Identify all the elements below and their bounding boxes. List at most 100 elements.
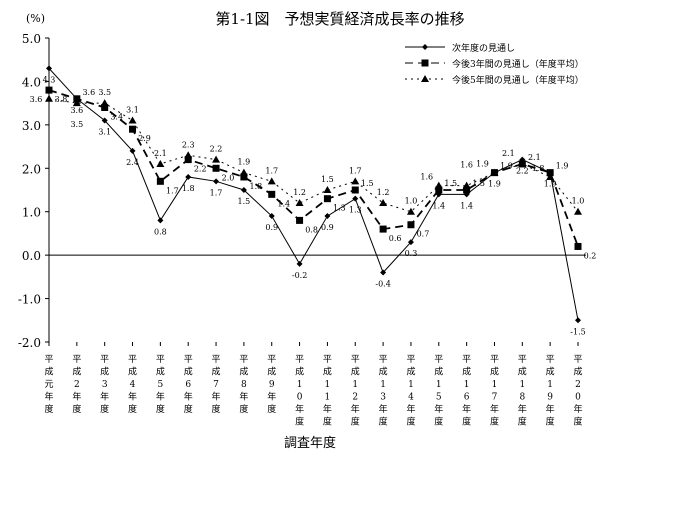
- y-axis-label: (%): [26, 12, 45, 25]
- diamond-marker: [101, 117, 108, 124]
- x-tick-label: 度: [406, 416, 415, 428]
- x-tick-label: 成: [100, 366, 109, 378]
- x-tick-label: 年: [156, 391, 165, 403]
- data-label: 0.6: [389, 234, 402, 243]
- x-tick-label: 5: [158, 380, 164, 390]
- x-tick-label: 度: [434, 416, 443, 428]
- data-label: 1.0: [572, 197, 585, 206]
- diamond-marker: [296, 260, 303, 267]
- data-label: 1.2: [377, 188, 390, 197]
- x-tick-label: 度: [518, 416, 527, 428]
- diamond-marker: [268, 213, 275, 220]
- data-label: 1.9: [500, 162, 513, 171]
- x-tick-label: 年: [490, 403, 499, 415]
- data-label: 0.9: [321, 223, 334, 232]
- square-marker: [101, 103, 109, 111]
- x-tick-label: 年: [184, 391, 193, 403]
- data-label: 3.6: [70, 106, 83, 115]
- x-tick-label: 成: [434, 366, 443, 378]
- triangle-marker: [156, 159, 165, 167]
- x-tick-label: 1: [436, 380, 442, 390]
- x-tick-label: 度: [573, 416, 582, 428]
- data-label: 0.2: [584, 251, 597, 260]
- data-label: 1.9: [488, 180, 501, 189]
- square-marker: [45, 86, 53, 94]
- x-tick-label: 2: [352, 393, 358, 403]
- triangle-marker: [45, 94, 53, 102]
- x-tick-label: 平: [379, 354, 388, 365]
- x-tick-label: 年: [72, 391, 81, 403]
- triangle-marker: [128, 116, 137, 124]
- y-tick-label: 4.0: [22, 75, 41, 89]
- square-marker: [421, 59, 429, 67]
- x-tick-label: 成: [351, 366, 360, 378]
- square-marker: [435, 186, 443, 194]
- triangle-marker: [518, 159, 527, 167]
- square-marker: [323, 195, 331, 203]
- x-tick-label: 度: [184, 403, 193, 415]
- data-label: 1.8: [532, 164, 545, 173]
- data-label: 1.6: [420, 173, 433, 182]
- data-label: 4.3: [43, 75, 56, 84]
- x-tick-label: 1: [352, 380, 358, 390]
- legend-label: 今後5年間の見通し（年度平均）: [452, 74, 584, 86]
- x-tick-label: 1: [297, 380, 303, 390]
- triangle-marker: [295, 199, 304, 207]
- x-tick-label: 0: [297, 393, 303, 403]
- x-tick-label: 年: [462, 403, 471, 415]
- x-tick-label: 成: [573, 366, 582, 378]
- triangle-marker: [100, 99, 109, 107]
- x-tick-label: 成: [156, 366, 165, 378]
- diamond-marker: [422, 44, 428, 50]
- triangle-marker: [462, 181, 471, 189]
- x-tick-label: 3: [380, 393, 386, 403]
- data-label: 1.8: [182, 184, 195, 193]
- triangle-marker: [490, 168, 499, 176]
- data-label: 3.5: [98, 88, 111, 97]
- x-tick-label: 度: [267, 403, 276, 415]
- data-label: 1.3: [333, 204, 346, 213]
- x-tick-label: 度: [156, 403, 165, 415]
- x-tick-label: 度: [323, 416, 332, 428]
- x-tick-label: 年: [295, 403, 304, 415]
- y-tick-label: -1.0: [18, 293, 41, 307]
- y-tick-label: 2.0: [22, 162, 41, 176]
- square-marker: [240, 173, 248, 181]
- x-tick-label: 1: [408, 380, 414, 390]
- x-tick-label: 9: [269, 380, 275, 390]
- x-tick-label: 度: [128, 403, 137, 415]
- x-tick-label: 平: [351, 354, 360, 365]
- x-tick-label: 年: [406, 403, 415, 415]
- x-tick-label: 度: [490, 416, 499, 428]
- data-label: 1.4: [460, 201, 473, 210]
- square-marker: [379, 225, 387, 233]
- data-label: 0.8: [154, 227, 167, 236]
- chart-title: 第1-1図 予想実質経済成長率の推移: [215, 10, 464, 28]
- data-label: 1.9: [476, 160, 489, 169]
- x-tick-label: 平: [184, 354, 193, 365]
- x-tick-label: 度: [295, 416, 304, 428]
- x-tick-label: 成: [44, 366, 53, 378]
- x-tick-label: 8: [519, 393, 525, 403]
- x-tick-label: 成: [379, 366, 388, 378]
- x-tick-label: 成: [518, 366, 527, 378]
- square-marker: [407, 221, 415, 229]
- diamond-marker: [46, 65, 52, 72]
- data-label: 3.8: [55, 95, 68, 104]
- series-diamond: [46, 65, 581, 324]
- x-tick-label: 度: [100, 403, 109, 415]
- x-tick-label: 平: [518, 354, 527, 365]
- x-tick-label: 1: [380, 380, 386, 390]
- data-label: -0.2: [292, 271, 307, 280]
- x-tick-label: 度: [379, 416, 388, 428]
- x-tick-label: 元: [44, 380, 53, 390]
- x-tick-label: 度: [44, 403, 53, 415]
- triangle-marker: [323, 186, 332, 193]
- x-tick-label: 0: [575, 393, 581, 403]
- x-tick-label: 年: [239, 391, 248, 403]
- square-marker: [212, 164, 220, 172]
- data-label: 1.0: [405, 197, 418, 206]
- data-label: 1.7: [210, 188, 223, 197]
